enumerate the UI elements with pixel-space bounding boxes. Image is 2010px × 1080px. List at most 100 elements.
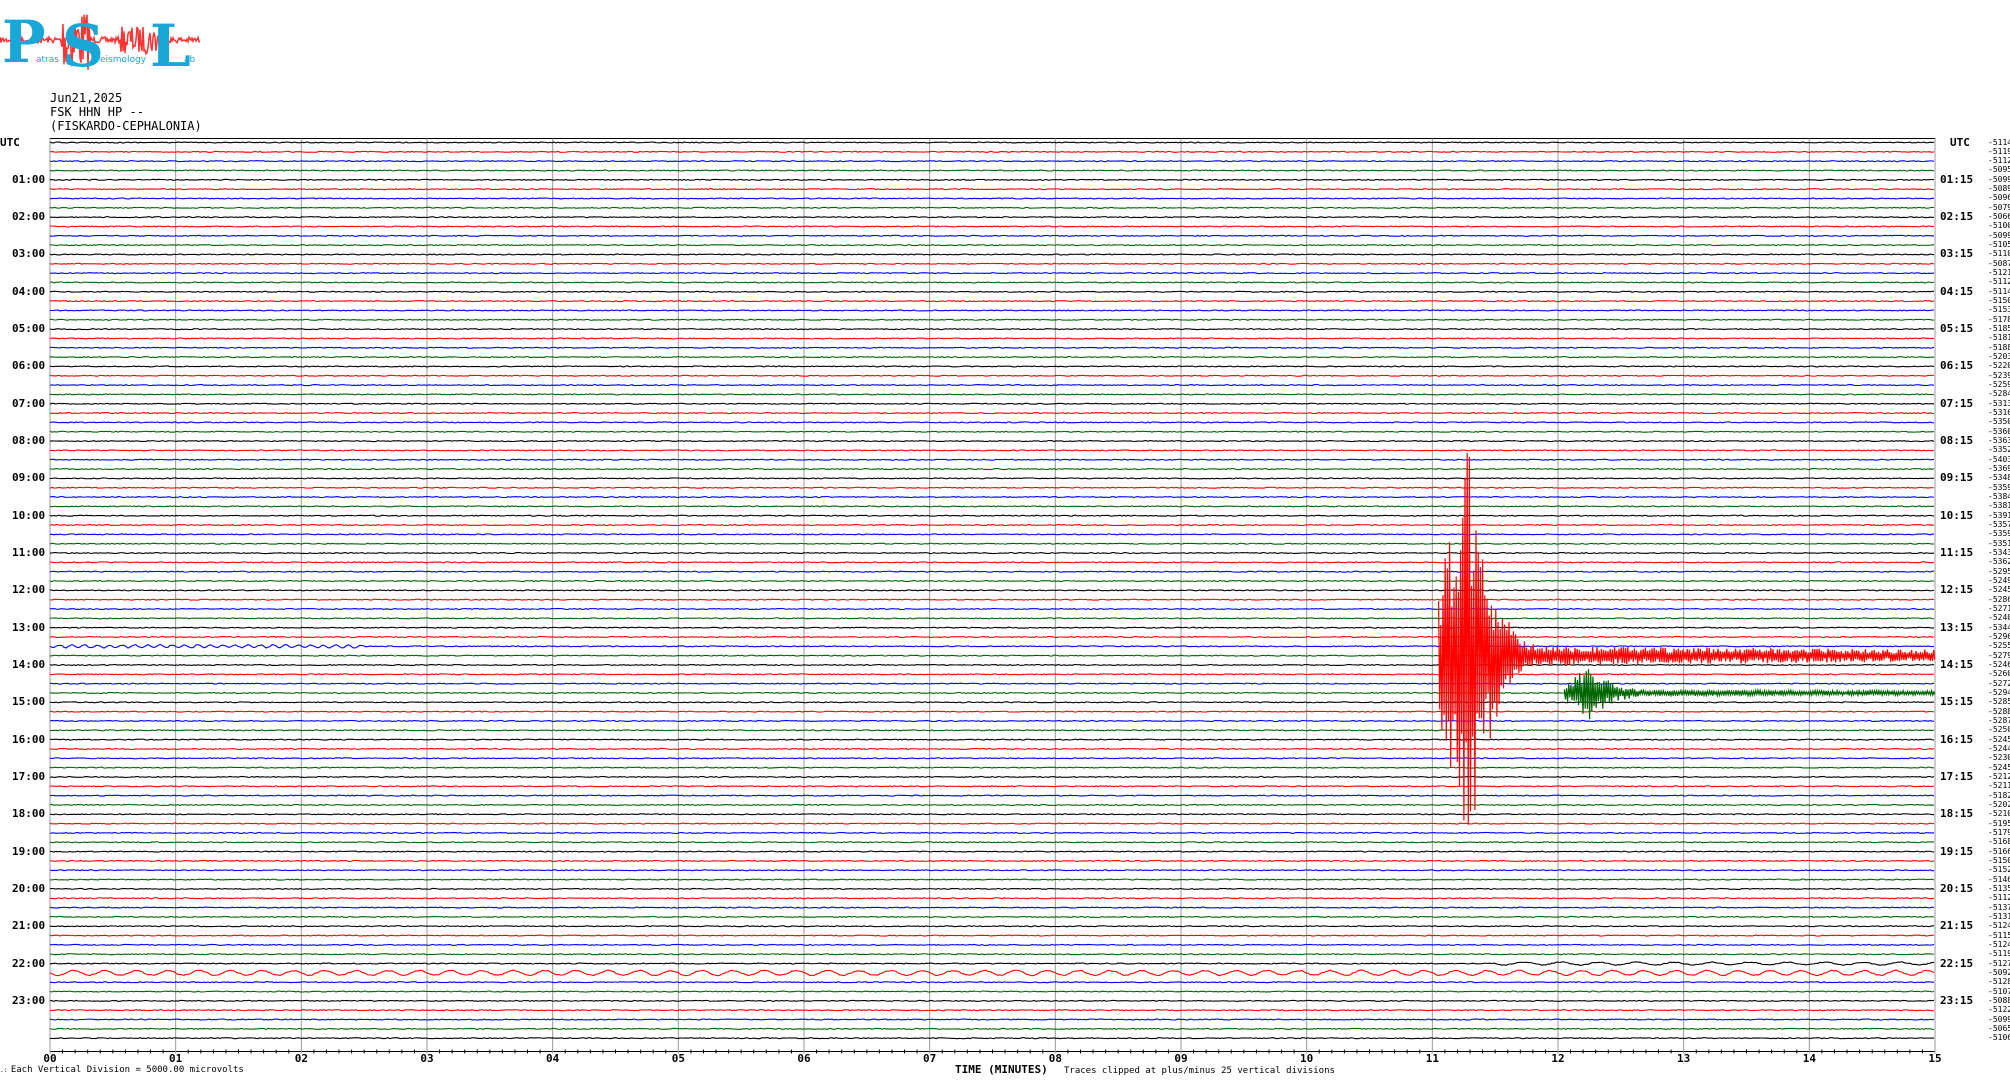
trace-offset-value: -5350 — [1988, 417, 2010, 427]
psl-logo: P S L atras eismology ab — [0, 0, 210, 80]
trace-row — [49, 160, 1935, 163]
left-hour-label: 08:00 — [12, 434, 46, 448]
trace-offset-value: -5099 — [1988, 1014, 2010, 1024]
trace-offset-value: -5099 — [1988, 230, 2010, 240]
trace-row — [49, 943, 1935, 946]
trace-offset-value: -5114 — [1988, 286, 2010, 296]
right-hour-label: 18:15 — [1940, 807, 1974, 821]
trace-offset-value: -5359 — [1988, 529, 2010, 539]
trace-offset-value: -5178 — [1988, 314, 2010, 324]
left-hour-label: 19:00 — [12, 844, 46, 858]
x-tick-label: 08 — [1048, 1052, 1062, 1065]
trace-row — [49, 757, 1935, 760]
x-tick-label: 13 — [1677, 1052, 1691, 1065]
footer-division-note: .: Each Vertical Division = 5000.00 micr… — [0, 1065, 244, 1075]
trace-offset-value: -5065 — [1988, 1023, 2010, 1033]
trace-offset-value: -5182 — [1988, 790, 2010, 800]
trace-row — [49, 1018, 1935, 1021]
trace-row — [49, 766, 1935, 769]
trace-offset-value: -5131 — [1988, 911, 2010, 921]
trace-offset-value: -5110 — [1988, 249, 2010, 259]
logo-letter-p: P — [2, 8, 46, 76]
trace-row — [49, 225, 1935, 228]
footer-clip-note: Traces clipped at plus/minus 25 vertical… — [1064, 1066, 1335, 1076]
right-hour-label: 09:15 — [1940, 471, 1974, 485]
x-tick-label: 04 — [546, 1052, 560, 1065]
trace-offset-value: -5096 — [1988, 193, 2010, 203]
trace-offset-value: -5244 — [1988, 743, 2010, 753]
trace-row — [49, 673, 1935, 676]
right-hour-label: 16:15 — [1940, 732, 1974, 746]
trace-offset-value: -5230 — [1988, 753, 2010, 763]
x-tick-label: 12 — [1551, 1052, 1565, 1065]
trace-row — [49, 953, 1935, 956]
trace-row — [49, 969, 1935, 977]
trace-offset-value: -5245 — [1988, 585, 2010, 595]
trace-row — [49, 831, 1935, 835]
trace-offset-value: -5112 — [1988, 156, 2010, 166]
trace-offset-value: -5286 — [1988, 594, 2010, 604]
trace-offset-value: -5079 — [1988, 202, 2010, 212]
trace-offset-value: -5212 — [1988, 771, 2010, 781]
right-hour-label: 05:15 — [1940, 322, 1974, 336]
logo-letter-l: L — [150, 12, 191, 80]
right-hour-label: 07:15 — [1940, 396, 1974, 410]
trace-offset-value: -5119 — [1988, 949, 2010, 959]
right-hour-label: 17:15 — [1940, 769, 1974, 783]
trace-offset-value: -5128 — [1988, 977, 2010, 987]
trace-row — [49, 925, 1935, 928]
trace-row — [49, 169, 1935, 172]
trace-row — [49, 141, 1935, 144]
trace-offset-value: -5153 — [1988, 305, 2010, 315]
right-hour-label: 11:15 — [1940, 546, 1974, 560]
trace-offset-value: -5166 — [1988, 846, 2010, 856]
trace-offset-value: -5279 — [1988, 650, 2010, 660]
trace-row — [49, 533, 1935, 536]
trace-row — [49, 197, 1935, 200]
trace-row — [49, 719, 1935, 723]
left-hour-label: 06:00 — [12, 359, 46, 373]
trace-row — [49, 701, 1935, 704]
trace-row — [49, 216, 1935, 219]
right-hour-label: 14:15 — [1940, 657, 1974, 671]
logo-subtext-3: ab — [184, 55, 196, 65]
trace-row — [49, 290, 1935, 293]
trace-row — [49, 626, 1935, 629]
trace-offset-value: -5105 — [1988, 240, 2010, 250]
trace-row — [49, 523, 1935, 527]
logo-subtext-2: eismology — [100, 55, 147, 65]
x-tick-label: 07 — [923, 1052, 937, 1065]
right-hour-label: 12:15 — [1940, 583, 1974, 597]
trace-row — [49, 346, 1935, 349]
trace-row — [49, 262, 1935, 265]
right-hour-label: 19:15 — [1940, 844, 1974, 858]
trace-offset-value: -5092 — [1988, 967, 2010, 977]
right-axis-title: UTC — [1950, 136, 1970, 149]
trace-offset-value: -5195 — [1988, 818, 2010, 828]
trace-row — [49, 934, 1935, 937]
trace-offset-value: -5272 — [1988, 678, 2010, 688]
trace-row — [49, 383, 1935, 387]
trace-offset-value: -5245 — [1988, 734, 2010, 744]
trace-offset-value: -5360 — [1988, 426, 2010, 436]
trace-offset-value: -5179 — [1988, 827, 2010, 837]
trace-offset-value: -5362 — [1988, 557, 2010, 567]
trace-offset-value: -5352 — [1988, 445, 2010, 455]
left-hour-label: 05:00 — [12, 322, 46, 336]
trace-offset-value: -5313 — [1988, 398, 2010, 408]
trace-offset-value: -5357 — [1988, 520, 2010, 530]
trace-row — [49, 505, 1935, 508]
left-hour-label: 01:00 — [12, 172, 46, 186]
trace-offset-value: -5359 — [1988, 482, 2010, 492]
trace-offset-value: -5202 — [1988, 799, 2010, 809]
trace-offset-value: -5240 — [1988, 613, 2010, 623]
trace-row — [49, 234, 1935, 237]
trace-row — [49, 309, 1935, 312]
trace-row — [49, 775, 1935, 779]
right-hour-label: 23:15 — [1940, 993, 1974, 1007]
trace-offset-value: -5250 — [1988, 725, 2010, 735]
x-tick-label: 00 — [43, 1052, 57, 1065]
trace-offset-value: -5066 — [1988, 212, 2010, 222]
trace-row — [49, 794, 1935, 797]
trace-row — [49, 682, 1935, 685]
